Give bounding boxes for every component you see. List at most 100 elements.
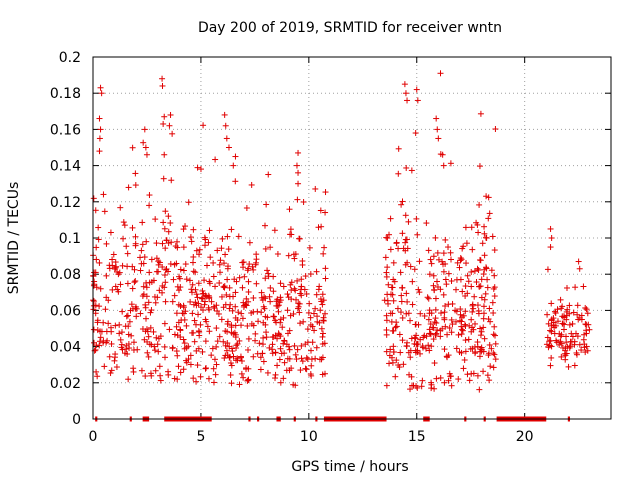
- data-point: [107, 229, 114, 236]
- data-point: [298, 342, 305, 349]
- data-point: [190, 226, 197, 233]
- data-point: [544, 266, 551, 273]
- data-point: [228, 362, 235, 369]
- data-point: [213, 361, 220, 368]
- data-point: [90, 302, 97, 309]
- data-point: [277, 319, 284, 326]
- data-point: [320, 250, 327, 257]
- data-point: [434, 126, 441, 133]
- data-point: [280, 340, 287, 347]
- data-point: [403, 164, 410, 171]
- data-point: [491, 323, 498, 330]
- data-point: [90, 339, 97, 346]
- data-point: [298, 276, 305, 283]
- data-point: [277, 316, 284, 323]
- data-point: [292, 382, 299, 389]
- data-point: [320, 317, 327, 324]
- data-point: [390, 259, 397, 266]
- data-point: [194, 164, 201, 171]
- data-point: [220, 283, 227, 290]
- data-point: [578, 347, 585, 354]
- data-point: [548, 328, 555, 335]
- data-point: [554, 318, 561, 325]
- data-point: [312, 185, 319, 192]
- data-point: [547, 362, 554, 369]
- data-point: [130, 365, 137, 372]
- data-point: [486, 377, 493, 384]
- data-point: [571, 362, 578, 369]
- data-point: [230, 330, 237, 337]
- data-point: [93, 368, 100, 375]
- data-point: [481, 335, 488, 342]
- data-point: [441, 314, 448, 321]
- data-point: [191, 317, 198, 324]
- data-point: [250, 294, 257, 301]
- data-point: [151, 293, 158, 300]
- data-point: [173, 348, 180, 355]
- data-point: [465, 336, 472, 343]
- data-point: [195, 345, 202, 352]
- data-point: [294, 305, 301, 312]
- data-point: [385, 231, 392, 238]
- data-point: [429, 324, 436, 331]
- data-point: [96, 338, 103, 345]
- y-tick-label: 0: [72, 412, 81, 428]
- data-point: [483, 264, 490, 271]
- data-point: [173, 260, 180, 267]
- data-point: [185, 199, 192, 206]
- data-point: [257, 366, 264, 373]
- data-point: [274, 251, 281, 258]
- data-point: [391, 278, 398, 285]
- data-point: [123, 313, 130, 320]
- data-point: [124, 312, 131, 319]
- data-point: [142, 373, 149, 380]
- data-point: [100, 191, 107, 198]
- data-point: [95, 224, 102, 231]
- data-point: [90, 195, 97, 202]
- data-point: [125, 323, 132, 330]
- data-point: [116, 321, 123, 328]
- data-point: [470, 370, 477, 377]
- data-point: [548, 343, 555, 350]
- data-point: [167, 220, 174, 227]
- data-point: [569, 320, 576, 327]
- data-point: [389, 284, 396, 291]
- data-point: [245, 346, 252, 353]
- data-point: [293, 296, 300, 303]
- data-point: [202, 316, 209, 323]
- data-point: [399, 284, 406, 291]
- data-point: [483, 193, 490, 200]
- data-point: [195, 280, 202, 287]
- data-point: [468, 224, 475, 231]
- data-point: [210, 365, 217, 372]
- data-point: [487, 318, 494, 325]
- data-point: [318, 325, 325, 332]
- data-point: [409, 278, 416, 285]
- data-point: [457, 317, 464, 324]
- data-point: [393, 319, 400, 326]
- data-point: [246, 239, 253, 246]
- data-point: [435, 135, 442, 142]
- data-point: [92, 346, 99, 353]
- data-point: [383, 317, 390, 324]
- data-point: [476, 163, 483, 170]
- data-point: [441, 346, 448, 353]
- data-point: [412, 321, 419, 328]
- data-point: [403, 343, 410, 350]
- data-point: [441, 379, 448, 386]
- data-point: [408, 373, 415, 380]
- data-point: [224, 276, 231, 283]
- data-point: [152, 299, 159, 306]
- data-point: [464, 371, 471, 378]
- data-point: [432, 331, 439, 338]
- data-point: [212, 371, 219, 378]
- data-points: [90, 70, 593, 422]
- data-point: [277, 345, 284, 352]
- data-point: [557, 333, 564, 340]
- data-point: [490, 285, 497, 292]
- data-point: [222, 251, 229, 258]
- y-tick-label: 0.12: [50, 195, 81, 211]
- data-point: [129, 224, 136, 231]
- data-point: [546, 338, 553, 345]
- data-point: [130, 346, 137, 353]
